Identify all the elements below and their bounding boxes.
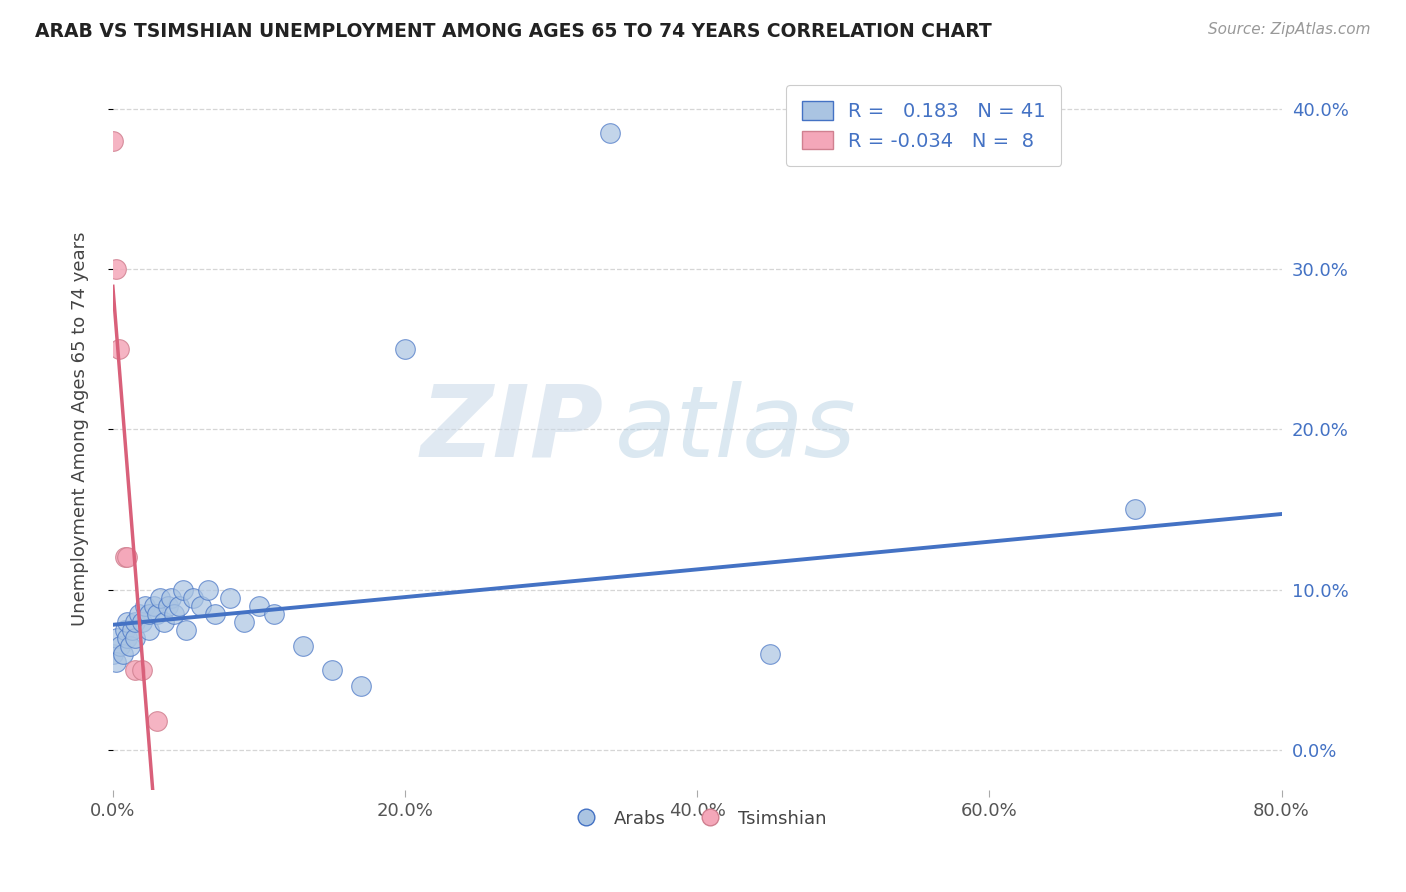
Point bbox=[321, 663, 343, 677]
Point bbox=[107, 342, 129, 356]
Point bbox=[291, 639, 314, 653]
Point bbox=[599, 126, 621, 140]
Point bbox=[114, 550, 136, 565]
Text: ZIP: ZIP bbox=[420, 381, 603, 478]
Point bbox=[394, 342, 416, 356]
Point bbox=[350, 679, 373, 693]
Text: atlas: atlas bbox=[616, 381, 858, 478]
Point bbox=[218, 591, 240, 605]
Point bbox=[101, 134, 124, 148]
Point bbox=[131, 663, 153, 677]
Point bbox=[157, 599, 180, 613]
Point bbox=[104, 261, 127, 276]
Point bbox=[117, 550, 139, 565]
Point bbox=[174, 623, 197, 637]
Point bbox=[759, 647, 782, 661]
Point bbox=[153, 615, 176, 629]
Point bbox=[142, 599, 165, 613]
Point bbox=[167, 599, 190, 613]
Point bbox=[233, 615, 256, 629]
Point bbox=[263, 607, 285, 621]
Point bbox=[145, 714, 167, 728]
Point bbox=[149, 591, 172, 605]
Point bbox=[160, 591, 183, 605]
Point bbox=[117, 615, 139, 629]
Point bbox=[1125, 502, 1147, 516]
Point bbox=[105, 631, 128, 645]
Point bbox=[121, 623, 143, 637]
Point bbox=[104, 655, 127, 669]
Text: ARAB VS TSIMSHIAN UNEMPLOYMENT AMONG AGES 65 TO 74 YEARS CORRELATION CHART: ARAB VS TSIMSHIAN UNEMPLOYMENT AMONG AGE… bbox=[35, 22, 991, 41]
Point bbox=[138, 607, 160, 621]
Y-axis label: Unemployment Among Ages 65 to 74 years: Unemployment Among Ages 65 to 74 years bbox=[72, 232, 89, 626]
Point bbox=[128, 607, 150, 621]
Point bbox=[190, 599, 212, 613]
Point bbox=[145, 607, 167, 621]
Point bbox=[172, 582, 194, 597]
Point bbox=[108, 639, 131, 653]
Point bbox=[124, 631, 146, 645]
Point bbox=[181, 591, 204, 605]
Point bbox=[131, 615, 153, 629]
Point bbox=[120, 639, 142, 653]
Point bbox=[197, 582, 219, 597]
Point bbox=[204, 607, 226, 621]
Point bbox=[247, 599, 270, 613]
Point bbox=[101, 647, 124, 661]
Point bbox=[112, 647, 135, 661]
Point bbox=[134, 599, 156, 613]
Text: Source: ZipAtlas.com: Source: ZipAtlas.com bbox=[1208, 22, 1371, 37]
Legend: Arabs, Tsimshian: Arabs, Tsimshian bbox=[561, 803, 834, 835]
Point bbox=[124, 615, 146, 629]
Point bbox=[114, 623, 136, 637]
Point bbox=[138, 623, 160, 637]
Point bbox=[117, 631, 139, 645]
Point bbox=[163, 607, 186, 621]
Point bbox=[124, 663, 146, 677]
